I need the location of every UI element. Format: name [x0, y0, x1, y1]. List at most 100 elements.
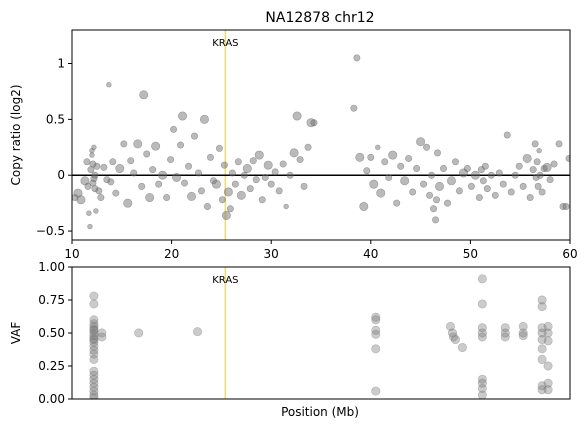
vaf-point	[477, 328, 487, 338]
copy-ratio-point	[538, 188, 546, 196]
copy-ratio-point	[106, 82, 112, 88]
copy-ratio-point	[211, 179, 221, 189]
copy-ratio-point	[138, 182, 146, 190]
copy-ratio-point	[89, 152, 95, 158]
copy-ratio-point	[234, 158, 242, 166]
copy-ratio-point	[91, 171, 99, 179]
copy-ratio-point	[532, 173, 540, 181]
copy-ratio-x-tick-label: 20	[164, 247, 179, 261]
copy-ratio-point	[143, 150, 151, 158]
vaf-point	[89, 354, 99, 364]
copy-ratio-point	[123, 198, 133, 208]
copy-ratio-point	[89, 160, 97, 168]
vaf-point	[89, 319, 99, 329]
top-y-axis-label: Copy ratio (log2)	[9, 84, 23, 185]
copy-ratio-point	[249, 157, 257, 165]
vaf-point	[89, 393, 99, 399]
copy-ratio-point	[423, 143, 431, 151]
copy-ratio-point	[519, 182, 527, 190]
copy-ratio-point	[127, 157, 135, 165]
copy-ratio-point	[479, 177, 487, 185]
vaf-point	[371, 315, 381, 325]
vaf-point	[371, 329, 381, 339]
copy-ratio-point	[529, 166, 537, 174]
vaf-point	[500, 323, 510, 333]
copy-ratio-point	[367, 153, 375, 161]
copy-ratio-y-tick-label: 0	[57, 168, 65, 182]
vaf-point	[477, 390, 487, 399]
copy-ratio-point	[409, 188, 417, 196]
copy-ratio-point	[283, 203, 289, 210]
vaf-point	[477, 378, 487, 388]
vaf-point	[477, 274, 487, 284]
copy-ratio-point	[228, 169, 236, 177]
vaf-point	[89, 390, 99, 399]
copy-ratio-point	[279, 160, 287, 168]
vaf-point	[537, 385, 547, 395]
copy-ratio-point	[507, 188, 515, 196]
copy-ratio-point	[540, 165, 548, 173]
copy-ratio-point	[170, 125, 178, 133]
copy-ratio-point	[565, 154, 570, 162]
copy-ratio-point	[218, 196, 226, 204]
vaf-point	[371, 312, 381, 322]
copy-ratio-x-tick-label: 40	[363, 247, 378, 261]
vaf-point	[537, 323, 547, 333]
copy-ratio-point	[76, 195, 86, 205]
copy-ratio-point	[263, 160, 273, 170]
copy-ratio-point	[206, 153, 214, 161]
copy-ratio-point	[292, 111, 302, 121]
copy-ratio-point	[296, 156, 304, 164]
copy-ratio-point	[503, 131, 511, 139]
vaf-kras-label: KRAS	[212, 275, 238, 286]
vaf-point	[537, 328, 547, 338]
copy-ratio-point	[475, 194, 483, 202]
copy-ratio-point	[446, 176, 456, 186]
copy-ratio-point	[91, 144, 97, 150]
copy-ratio-data-layer	[72, 30, 570, 240]
copy-ratio-point	[194, 169, 202, 177]
copy-ratio-point	[203, 202, 211, 210]
vaf-point	[500, 328, 510, 338]
copy-ratio-point	[185, 162, 193, 170]
copy-ratio-point	[440, 165, 448, 173]
vaf-point	[89, 299, 99, 309]
copy-ratio-point	[286, 171, 294, 179]
copy-ratio-point	[139, 90, 149, 100]
copy-ratio-point	[226, 205, 234, 213]
vaf-point	[89, 366, 99, 376]
copy-ratio-point	[304, 143, 312, 151]
copy-ratio-point	[130, 169, 138, 177]
copy-ratio-point	[158, 170, 168, 180]
copy-ratio-point	[177, 141, 185, 149]
copy-ratio-point	[84, 182, 92, 190]
copy-ratio-y-tick-label: 1	[57, 57, 65, 71]
copy-ratio-point	[261, 173, 269, 181]
vaf-point	[537, 354, 547, 364]
copy-ratio-point	[155, 180, 163, 188]
vaf-point	[89, 331, 99, 341]
copy-ratio-point	[515, 162, 523, 170]
copy-ratio-point	[385, 173, 393, 181]
copy-ratio-point	[393, 199, 401, 207]
vaf-point	[89, 370, 99, 380]
copy-ratio-point	[93, 162, 101, 170]
vaf-point	[97, 328, 107, 338]
copy-ratio-point	[499, 180, 507, 188]
vaf-point	[89, 324, 99, 334]
vaf-point	[457, 343, 467, 353]
copy-ratio-point	[397, 162, 405, 170]
vaf-point	[448, 332, 458, 342]
copy-ratio-point	[467, 182, 475, 190]
copy-ratio-point	[187, 191, 197, 201]
copy-ratio-point	[562, 202, 570, 210]
copy-ratio-point	[197, 187, 205, 195]
bottom-y-axis-label: VAF	[9, 322, 23, 345]
copy-ratio-point	[416, 137, 426, 147]
vaf-point	[371, 325, 381, 335]
copy-ratio-kras-label: KRAS	[212, 38, 238, 49]
vaf-point	[518, 331, 528, 341]
copy-ratio-point	[369, 179, 379, 189]
copy-ratio-point	[178, 111, 188, 121]
